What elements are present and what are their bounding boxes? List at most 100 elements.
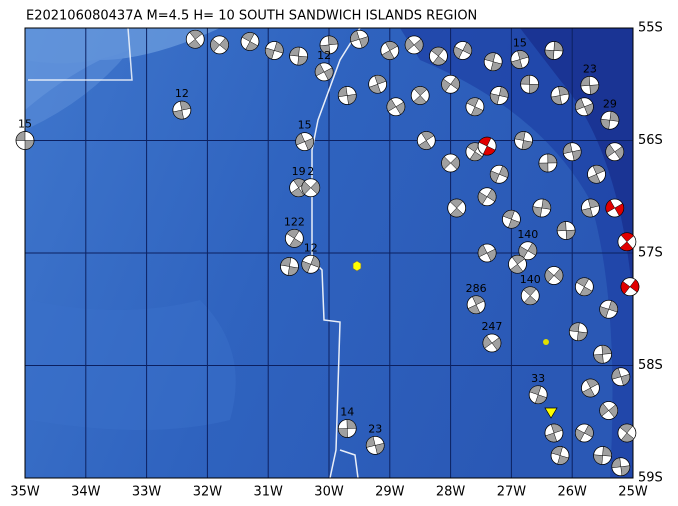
beachball-compression [544, 268, 564, 283]
beachball [514, 131, 533, 150]
beachball-compression [241, 32, 259, 51]
beachball [593, 344, 612, 364]
beachball-compression [509, 255, 525, 274]
beachball [538, 153, 558, 173]
y-tick-label: 55S [638, 21, 663, 36]
beachball-compression [453, 42, 472, 59]
x-tick-label: 25W [618, 485, 648, 500]
beachball [556, 221, 576, 240]
beachball [284, 228, 304, 248]
epicenter [352, 260, 362, 272]
beachball [587, 164, 606, 184]
beachball-compression [477, 188, 497, 205]
event-depth-label: 23 [368, 422, 382, 435]
beachball-compression [576, 277, 593, 296]
beachball-compression [523, 286, 538, 305]
beachball-compression [582, 378, 599, 398]
beachball-compression [482, 335, 502, 351]
beachball-compression [599, 300, 618, 319]
y-tick-label: 58S [638, 358, 663, 373]
beachball-compression [580, 76, 600, 95]
beachball-compression [544, 41, 564, 60]
beachball [280, 257, 299, 276]
beachball [365, 435, 385, 455]
beachball [611, 457, 631, 477]
beachball-compression [210, 37, 229, 53]
beachball-compression [575, 424, 594, 442]
beachball-compression [365, 436, 385, 455]
beachball [301, 178, 321, 198]
beachball [580, 75, 600, 95]
beachball [599, 299, 619, 319]
beachball [441, 153, 461, 173]
beachball [483, 52, 503, 72]
beachball-compression [593, 345, 612, 364]
beachball [520, 286, 540, 306]
event-depth-label: 23 [583, 62, 597, 75]
beachball-compression [350, 30, 369, 49]
beachball-compression [265, 41, 284, 60]
beachball-compression [386, 98, 406, 115]
beachball-compression [550, 86, 570, 105]
beachball [528, 385, 548, 405]
beachball-compression [477, 244, 497, 262]
beachball [453, 41, 473, 60]
event-depth-label: 33 [531, 372, 545, 385]
beachball [319, 35, 339, 55]
beachball [240, 32, 260, 51]
event-depth-label: 140 [517, 228, 538, 241]
event-depth-label: 12 [317, 49, 331, 62]
beachball [489, 86, 509, 105]
x-tick-label: 26W [557, 485, 587, 500]
event-depth-label: 15 [513, 37, 527, 50]
beachball [562, 142, 582, 162]
beachball [301, 254, 321, 274]
beachball [477, 243, 497, 263]
event-depth-label: 14 [340, 406, 354, 419]
x-tick-label: 30W [314, 485, 344, 500]
beachball-compression [520, 75, 539, 94]
beachball [501, 209, 521, 229]
beachball-compression [404, 37, 424, 53]
beachball-compression [587, 165, 606, 184]
beachball [337, 86, 357, 105]
beachball [465, 97, 485, 117]
x-tick-label: 28W [436, 485, 466, 500]
beachball [264, 41, 284, 60]
beachball-compression [510, 50, 529, 69]
beachball [489, 164, 509, 184]
boundary-line [339, 449, 359, 479]
map-frame [24, 27, 634, 479]
beachball [544, 423, 564, 443]
y-tick-label: 56S [638, 133, 663, 148]
x-tick-label: 33W [132, 485, 162, 500]
station [543, 339, 549, 345]
beachball [477, 187, 497, 207]
beachball [581, 198, 600, 218]
beachball [404, 35, 424, 55]
beachball [416, 131, 436, 150]
beachball-compression [619, 423, 635, 443]
map-title: E202106080437A M=4.5 H= 10 SOUTH SANDWIC… [26, 9, 477, 24]
beachball [581, 378, 600, 398]
beachball-compression [15, 131, 35, 150]
beachball-compression [581, 198, 600, 218]
beachball-compression [620, 279, 640, 295]
beachball-compression [413, 86, 428, 105]
beachball-compression [611, 367, 631, 386]
beachball [429, 46, 448, 66]
beachball [520, 74, 540, 94]
event-depth-label: 286 [466, 282, 487, 295]
beachball-compression [619, 232, 635, 251]
beachball [617, 423, 637, 443]
x-tick-label: 32W [193, 485, 223, 500]
beachball-compression [551, 446, 569, 465]
beachball-compression [280, 257, 299, 276]
beachball [477, 136, 497, 156]
x-tick-label: 31W [253, 485, 283, 500]
beachball-compression [430, 46, 446, 66]
boundary-line [28, 27, 133, 81]
beachball [532, 198, 552, 218]
y-tick-label: 59S [638, 471, 663, 486]
